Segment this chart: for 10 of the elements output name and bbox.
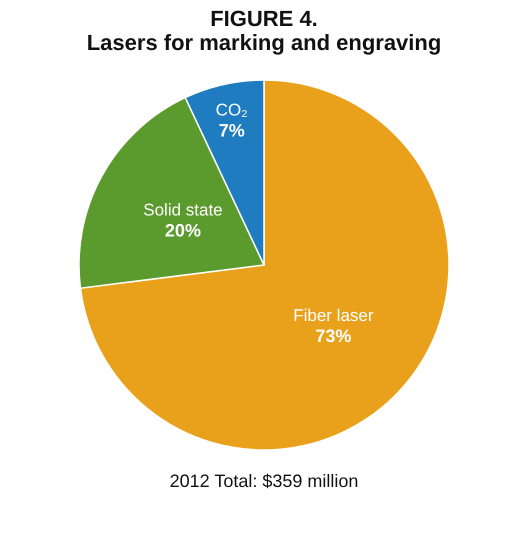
- text: FIGURE 4.: [210, 6, 318, 31]
- data-label: 20%: [164, 220, 201, 240]
- data-label: 73%: [315, 326, 352, 346]
- slice-label: Fiber laser: [293, 306, 374, 326]
- text: 2012 Total: $359 million: [170, 471, 358, 491]
- slice-label: Solid state: [143, 200, 223, 220]
- slice-label: CO₂: [216, 100, 248, 120]
- pie-slice: [80, 79, 450, 451]
- data-label: 7%: [218, 120, 245, 141]
- text: Lasers for marking and engraving: [86, 30, 442, 55]
